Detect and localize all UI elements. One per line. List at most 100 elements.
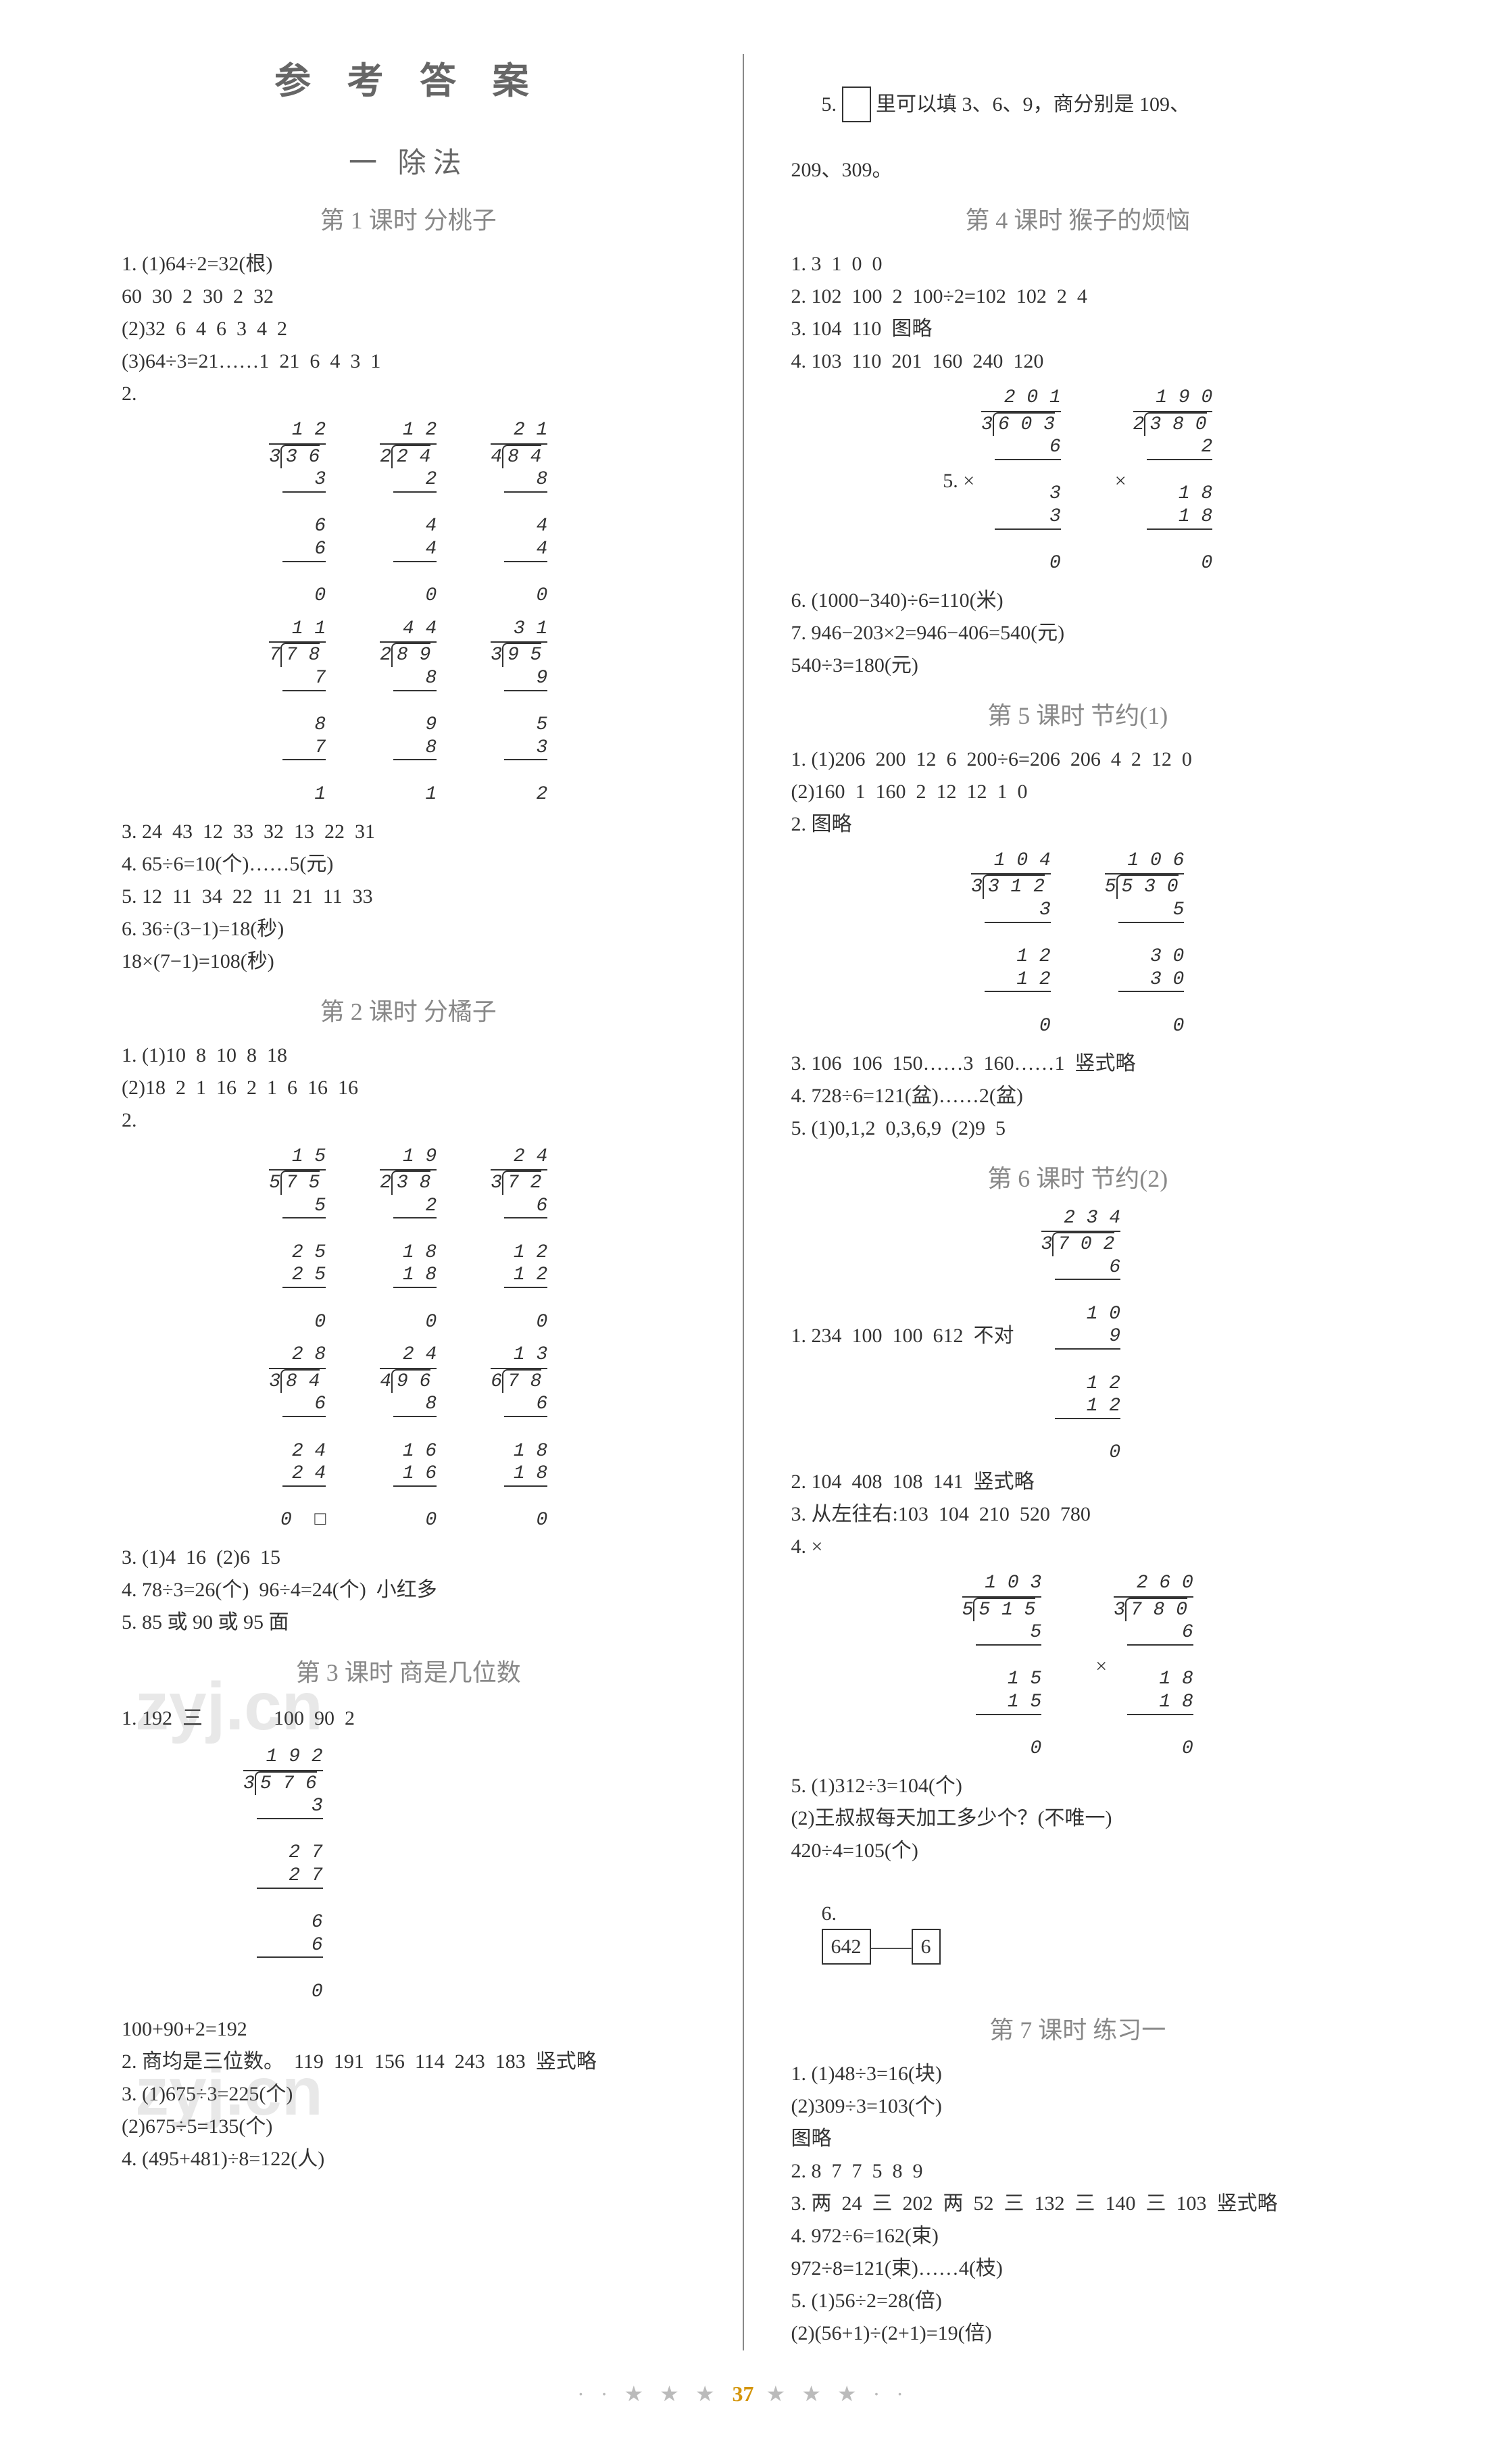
division-set-2: 1 177 87 87 1 4 428 98 98 1 3 139 59 53 …	[122, 618, 695, 806]
answer-line: 4. 728÷6=121(盆)……2(盆)	[791, 1081, 1365, 1111]
answer-line: 1. 3 1 0 0	[791, 249, 1365, 279]
division-set-3: 1 557 55 2 52 5 0 1 923 82 1 81 8 0 2 43…	[122, 1145, 695, 1334]
answer-line: 1. (1)48÷3=16(块)	[791, 2059, 1365, 2089]
answer-line: (3)64÷3=21……1 21 6 4 3 1	[122, 346, 695, 376]
box-642: 642	[822, 1929, 871, 1965]
stars-left: · · ★ ★ ★	[577, 2382, 720, 2406]
long-division: 1 0 655 3 05 3 03 0 0	[1105, 849, 1185, 1038]
answer-line: 540÷3=180(元)	[791, 650, 1365, 681]
answer-line: 18×(7−1)=108(秒)	[122, 946, 695, 977]
answer-line: 3. (1)4 16 (2)6 15	[122, 1542, 695, 1573]
division-set-1: 1 233 63 66 0 1 222 42 44 0 2 148 48 44 …	[122, 419, 695, 608]
lesson-2-answers: 1. (1)10 8 10 8 18(2)18 2 1 16 2 1 6 16 …	[122, 1040, 695, 1135]
answer-line: 2. 图略	[791, 809, 1365, 839]
division-set-6: 5. × 2 0 136 0 36 33 0 × 1 9 023 8 02 1 8…	[791, 387, 1365, 575]
lesson-1-answers: 1. (1)64÷2=32(根)60 30 2 30 2 32(2)32 6 4…	[122, 249, 695, 409]
long-division: 2 449 68 1 61 6 0	[380, 1344, 437, 1532]
l6-q1: 1. 234 100 100 612 不对	[791, 1321, 1014, 1351]
answer-line: 7. 946−203×2=946−406=540(元)	[791, 618, 1365, 648]
long-division: 5. × 2 0 136 0 36 33 0	[943, 387, 1061, 575]
long-division: 1 233 63 66 0	[269, 419, 326, 608]
answer-line: 2.	[122, 378, 695, 409]
answer-line: (2)王叔叔每天加工多少个？(不唯一)	[791, 1803, 1365, 1833]
l6-q6: 6. 642——6	[791, 1868, 1365, 1995]
division-set-9: 1 0 355 1 55 1 51 5 0× 2 6 037 8 06 1 81…	[791, 1572, 1365, 1760]
answer-line: 3. 104 110 图略	[791, 314, 1365, 344]
answer-line: (2)160 1 160 2 12 12 1 0	[791, 777, 1365, 807]
answer-line: 5. 85 或 90 或 95 面	[122, 1607, 695, 1637]
answer-line: 60 30 2 30 2 32	[122, 281, 695, 312]
lesson-4-answers-2: 6. (1000−340)÷6=110(米)7. 946−203×2=946−4…	[791, 585, 1365, 681]
lesson-4-title: 第 4 课时 猴子的烦恼	[791, 202, 1365, 239]
lesson-7-title: 第 7 课时 练习一	[791, 2012, 1365, 2048]
long-division: 1 0 433 1 23 1 21 2 0	[971, 849, 1051, 1038]
long-division: 1 177 87 87 1	[269, 618, 326, 806]
answer-line: 2.	[122, 1105, 695, 1135]
long-division: 1 222 42 44 0	[380, 419, 437, 608]
answer-line: 3. 24 43 12 33 32 13 22 31	[122, 816, 695, 847]
answer-line: 3. 106 106 150……3 160……1 竖式略	[791, 1048, 1365, 1079]
answer-line: 5. (1)312÷3=104(个)	[791, 1771, 1365, 1801]
long-division: 4 428 98 98 1	[380, 618, 437, 806]
lesson-1-title: 第 1 课时 分桃子	[122, 202, 695, 239]
answer-line: 420÷4=105(个)	[791, 1835, 1365, 1866]
lesson-2-title: 第 2 课时 分橘子	[122, 993, 695, 1030]
division-set-4: 2 838 46 2 42 4 0 □ 2 449 68 1 61 6 0 1 …	[122, 1344, 695, 1532]
answer-line: 1. (1)64÷2=32(根)	[122, 249, 695, 279]
page-container: 参 考 答 案 一 除法 第 1 课时 分桃子 1. (1)64÷2=32(根)…	[122, 54, 1364, 2350]
l3b-line2: 209、309。	[791, 155, 1365, 185]
answer-line: 3. 两 24 三 202 两 52 三 132 三 140 三 103 竖式略	[791, 2188, 1365, 2219]
division-set-8: 2 3 437 0 26 1 09 1 21 2 0	[1041, 1207, 1121, 1465]
answer-line: 6. (1000−340)÷6=110(米)	[791, 585, 1365, 616]
long-division: 1 557 55 2 52 5 0	[269, 1145, 326, 1334]
right-column: 5. 里可以填 3、6、9，商分别是 109、 209、309。 第 4 课时 …	[791, 54, 1365, 2350]
answer-line: (2)18 2 1 16 2 1 6 16 16	[122, 1073, 695, 1103]
division-set-7: 1 0 433 1 23 1 21 2 0 1 0 655 3 05 3 03 …	[791, 849, 1365, 1038]
long-division: 2 838 46 2 42 4 0 □	[269, 1344, 326, 1532]
page-num-value: 37	[733, 2382, 754, 2406]
stars-right: ★ ★ ★ · ·	[766, 2382, 909, 2406]
lesson-6-title: 第 6 课时 节约(2)	[791, 1160, 1365, 1197]
answer-line: 5. 12 11 34 22 11 21 11 33	[122, 881, 695, 912]
box-6: 6	[912, 1929, 941, 1965]
long-division: 1 923 82 1 81 8 0	[380, 1145, 437, 1334]
l3b-line: 5. 里可以填 3、6、9，商分别是 109、	[791, 56, 1365, 153]
lesson-5-answers-2: 3. 106 106 150……3 160……1 竖式略4. 728÷6=121…	[791, 1048, 1365, 1143]
left-column: 参 考 答 案 一 除法 第 1 课时 分桃子 1. (1)64÷2=32(根)…	[122, 54, 695, 2350]
answer-line: 4. 65÷6=10(个)……5(元)	[122, 849, 695, 879]
main-title: 参 考 答 案	[122, 54, 695, 109]
answer-line: (2)(56+1)÷(2+1)=19(倍)	[791, 2318, 1365, 2348]
answer-line: 图略	[791, 2123, 1365, 2154]
division-prefix: 5. ×	[943, 466, 974, 496]
lesson-5-answers: 1. (1)206 200 12 6 200÷6=206 206 4 2 12 …	[791, 744, 1365, 839]
answer-line: 2. 8 7 7 5 8 9	[791, 2156, 1365, 2186]
long-division: 1 367 86 1 81 8 0	[491, 1344, 547, 1532]
answer-line: 1. (1)10 8 10 8 18	[122, 1040, 695, 1070]
long-division: 2 3 437 0 26 1 09 1 21 2 0	[1041, 1207, 1121, 1465]
lesson-6-answers-2: 2. 104 408 108 141 竖式略3. 从左往右:103 104 21…	[791, 1467, 1365, 1562]
division-prefix: ×	[1095, 1651, 1107, 1681]
column-divider	[743, 54, 744, 2350]
answer-line: 4. 78÷3=26(个) 96÷4=24(个) 小红多	[122, 1575, 695, 1605]
lesson-1-answers-2: 3. 24 43 12 33 32 13 22 314. 65÷6=10(个)……	[122, 816, 695, 977]
lesson-3-answers-2: 100+90+2=1922. 商均是三位数。 119 191 156 114 2…	[122, 2014, 695, 2174]
lesson-5-title: 第 5 课时 节约(1)	[791, 697, 1365, 734]
long-division: × 1 9 023 8 02 1 81 8 0	[1115, 387, 1213, 575]
answer-line: 2. 104 408 108 141 竖式略	[791, 1467, 1365, 1497]
long-division: 1 9 235 7 63 2 72 7 66 0	[243, 1746, 323, 2004]
long-division: 2 148 48 44 0	[491, 419, 547, 608]
answer-line: 4. ×	[791, 1531, 1365, 1562]
answer-line: (2)675÷5=135(个)	[122, 2111, 695, 2142]
answer-line: 4. (495+481)÷8=122(人)	[122, 2144, 695, 2174]
long-division: × 2 6 037 8 06 1 81 8 0	[1095, 1572, 1193, 1760]
l3-q1-text: 1. 192 三 100 90 2	[122, 1703, 355, 1733]
lesson-2-answers-2: 3. (1)4 16 (2)6 154. 78÷3=26(个) 96÷4=24(…	[122, 1542, 695, 1637]
answer-line: (2)309÷3=103(个)	[791, 2091, 1365, 2121]
answer-line: (2)32 6 4 6 3 4 2	[122, 314, 695, 344]
lesson-3-title: 第 3 课时 商是几位数	[122, 1654, 695, 1691]
answer-line: 4. 972÷6=162(束)	[791, 2221, 1365, 2251]
page-number: · · ★ ★ ★ 37 ★ ★ ★ · ·	[122, 2377, 1364, 2410]
long-division: 2 437 26 1 21 2 0	[491, 1145, 547, 1334]
blank-box	[842, 87, 871, 122]
answer-line: 2. 商均是三位数。 119 191 156 114 243 183 竖式略	[122, 2046, 695, 2077]
